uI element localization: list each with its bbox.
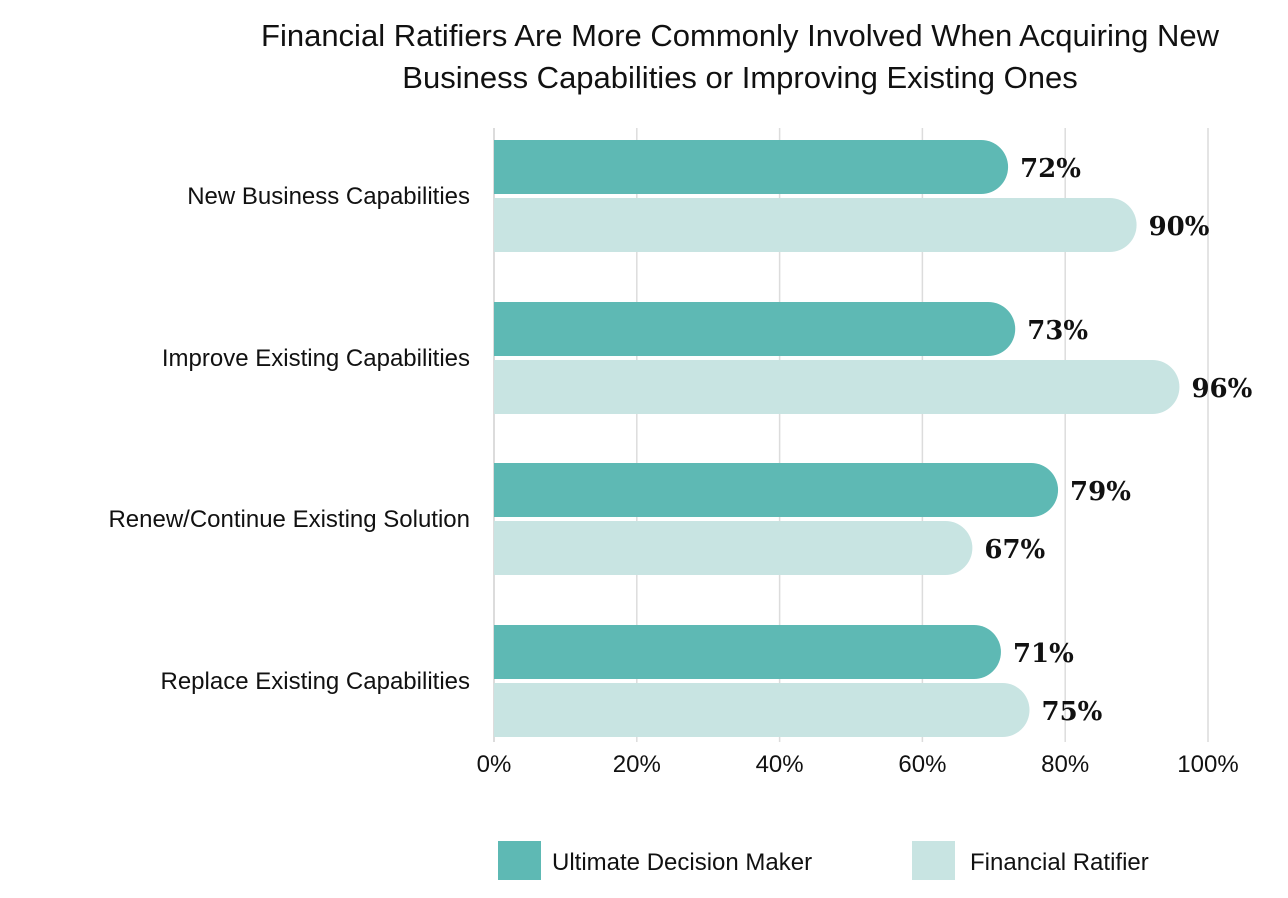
tick-label-40: 40% [756,751,804,778]
value-label-financial-ratifier-improve-existing-capabilities: 96% [1191,374,1252,404]
value-label-financial-ratifier-replace-existing-capabilities: 75% [1042,697,1103,727]
tick-label-60: 60% [898,751,946,778]
category-label-renew-continue-existing-solution: Renew/Continue Existing Solution [108,506,470,533]
value-label-financial-ratifier-renew-continue-existing-solution: 67% [984,535,1045,565]
value-label-ultimate-decision-maker-new-business-capabilities: 72% [1020,154,1081,184]
tick-label-20: 20% [613,751,661,778]
x-axis-ticks: 0% 20% 40% 60% 80% 100% [477,751,1239,778]
legend: Ultimate Decision Maker Financial Ratifie… [498,841,1149,880]
value-label-ultimate-decision-maker-improve-existing-capabilities: 73% [1027,316,1088,346]
bar-financial-ratifier-renew-continue-existing-solution [494,521,973,575]
legend-swatch-ultimate-decision-maker [498,841,541,880]
legend-swatch-financial-ratifier [912,841,955,880]
bar-ultimate-decision-maker-improve-existing-capabilities [494,302,1016,356]
category-label-improve-existing-capabilities: Improve Existing Capabilities [162,345,470,372]
bar-ultimate-decision-maker-new-business-capabilities [494,140,1009,194]
bar-ultimate-decision-maker-replace-existing-capabilities [494,625,1001,679]
bar-financial-ratifier-new-business-capabilities [494,198,1137,252]
category-label-new-business-capabilities: New Business Capabilities [187,183,470,210]
tick-label-0: 0% [477,751,512,778]
value-label-ultimate-decision-maker-replace-existing-capabilities: 71% [1013,639,1074,669]
legend-label-ultimate-decision-maker: Ultimate Decision Maker [552,849,812,876]
tick-label-80: 80% [1041,751,1089,778]
value-label-financial-ratifier-new-business-capabilities: 90% [1149,212,1210,242]
chart-title-line-1: Financial Ratifiers Are More Commonly In… [261,18,1220,53]
chart-title: Financial Ratifiers Are More Commonly In… [261,18,1220,95]
bar-financial-ratifier-replace-existing-capabilities [494,683,1030,737]
chart-title-line-2: Business Capabilities or Improving Exist… [402,60,1077,95]
bar-financial-ratifier-improve-existing-capabilities [494,360,1180,414]
category-labels: New Business Capabilities Improve Existin… [108,183,470,695]
category-label-replace-existing-capabilities: Replace Existing Capabilities [161,668,471,695]
bars: 72% 90% 73% 96% 79% 67% 71% 75% [494,140,1253,737]
bar-ultimate-decision-maker-renew-continue-existing-solution [494,463,1059,517]
value-label-ultimate-decision-maker-renew-continue-existing-solution: 79% [1070,477,1131,507]
legend-label-financial-ratifier: Financial Ratifier [970,849,1149,876]
tick-label-100: 100% [1177,751,1238,778]
